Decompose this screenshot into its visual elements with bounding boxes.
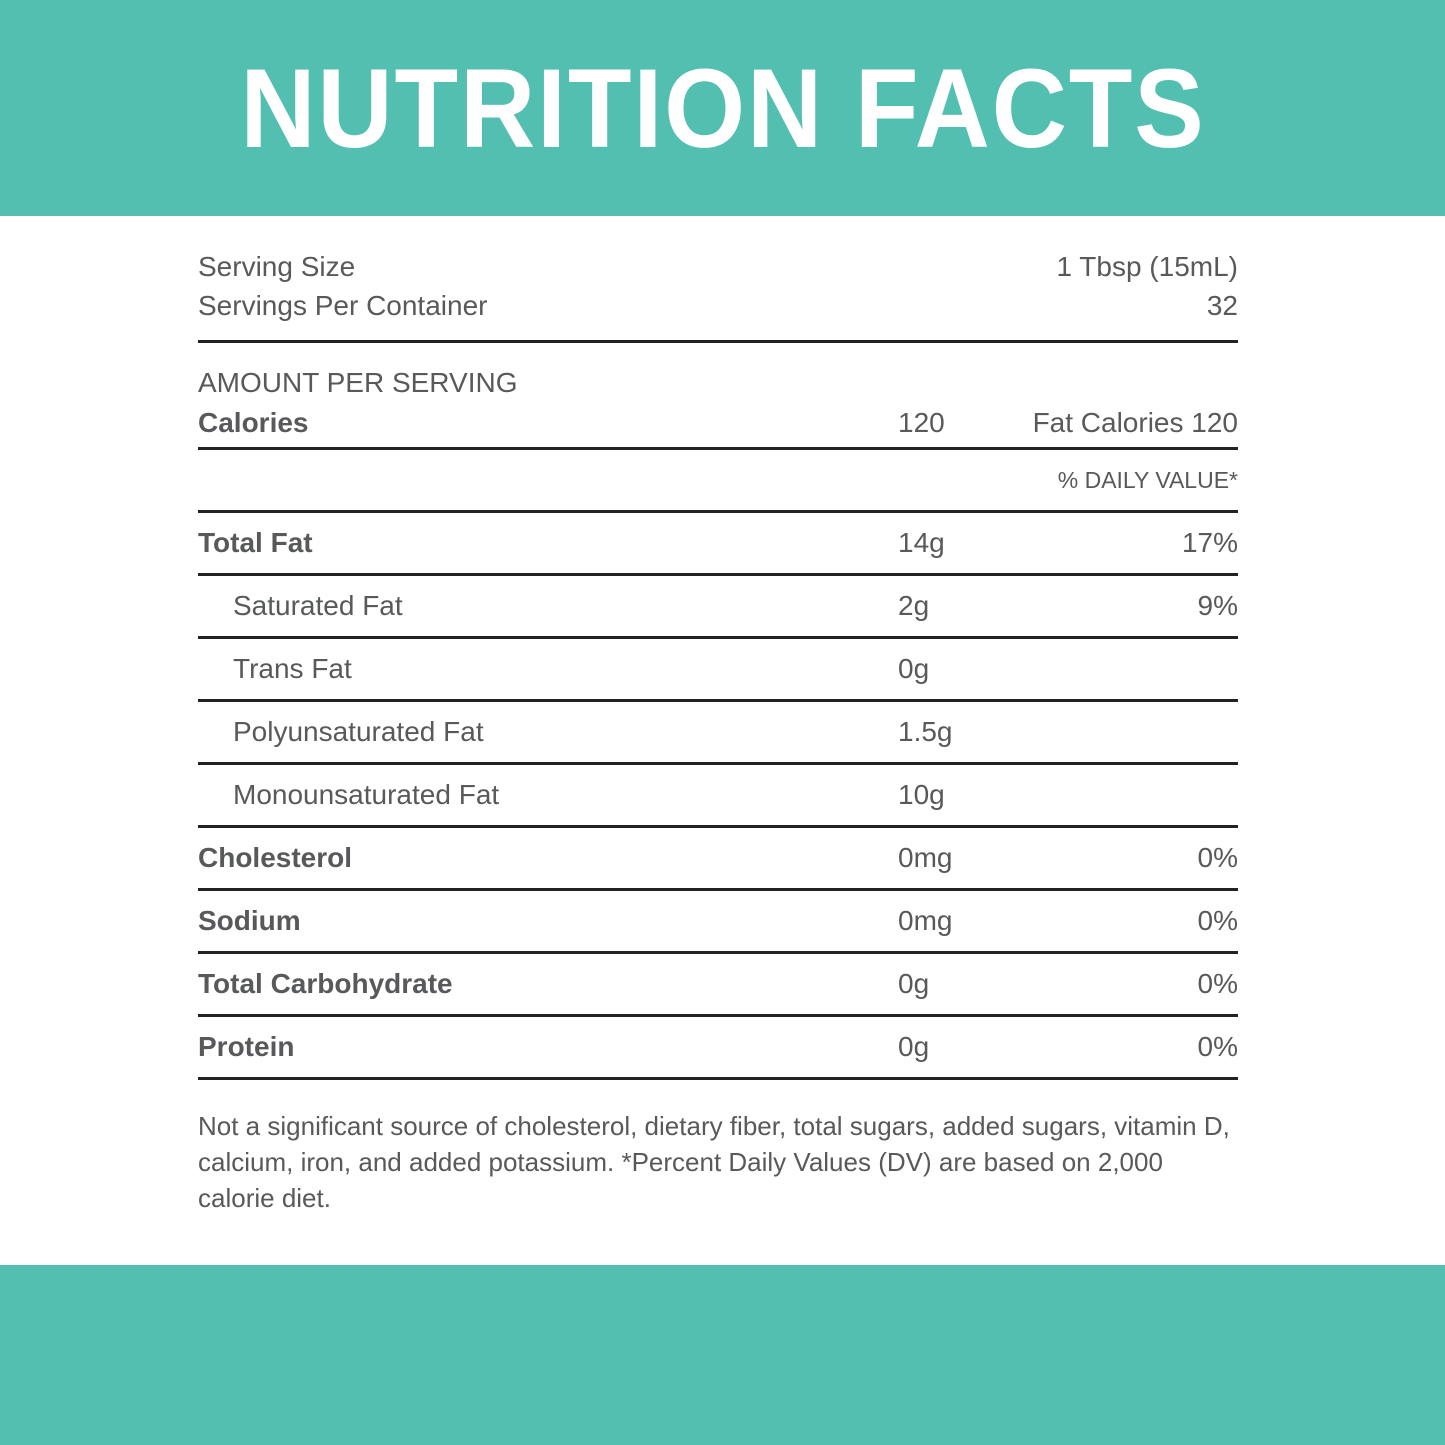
nutrient-amount: 0g: [898, 653, 930, 684]
serving-size-label: Serving Size: [198, 251, 356, 282]
calories-label: Calories: [198, 407, 309, 438]
footnote: Not a significant source of cholesterol,…: [198, 1111, 1230, 1213]
serving-size-row: Serving Size 1 Tbsp (15mL): [198, 246, 1238, 288]
nutrient-name: Sodium: [198, 905, 301, 936]
daily-value-heading: % DAILY VALUE*: [1057, 466, 1238, 493]
fat-calories: Fat Calories 120: [1032, 407, 1238, 438]
footer-banner: [0, 1265, 1445, 1445]
servings-per-container-value: 32: [1206, 290, 1238, 321]
nutrient-amount: 0mg: [898, 905, 953, 936]
nutrient-name: Cholesterol: [198, 842, 353, 873]
nutrient-row: Total Fat 14g 17%: [198, 513, 1238, 576]
nutrient-name: Trans Fat: [233, 653, 352, 684]
calories-value: 120: [898, 407, 945, 438]
nutrient-name: Saturated Fat: [233, 590, 403, 621]
serving-size-value: 1 Tbsp (15mL): [1056, 251, 1238, 282]
amount-per-serving-heading: AMOUNT PER SERVING: [198, 367, 518, 398]
daily-value-heading-row: % DAILY VALUE*: [198, 450, 1238, 513]
nutrient-amount: 0mg: [898, 842, 953, 873]
nutrient-name: Protein: [198, 1031, 295, 1062]
nutrient-amount: 10g: [898, 779, 945, 810]
nutrient-row: Sodium 0mg 0%: [198, 891, 1238, 954]
nutrient-row: Monounsaturated Fat 10g: [198, 765, 1238, 828]
servings-per-container-label: Servings Per Container: [198, 290, 488, 321]
nutrient-row: Polyunsaturated Fat 1.5g: [198, 702, 1238, 765]
nutrient-daily-value: 0%: [1197, 1031, 1238, 1062]
nutrient-amount: 2g: [898, 590, 930, 621]
nutrient-amount: 14g: [898, 527, 945, 558]
nutrient-daily-value: 17%: [1181, 527, 1238, 558]
amount-heading-row: AMOUNT PER SERVING: [198, 343, 1238, 399]
nutrient-name: Total Carbohydrate: [198, 968, 453, 999]
nutrient-row: Cholesterol 0mg 0%: [198, 828, 1238, 891]
nutrient-daily-value: 0%: [1197, 842, 1238, 873]
calories-row: Calories 120 Fat Calories 120: [198, 399, 1238, 450]
nutrient-list: Total Fat 14g 17% Saturated Fat 2g 9% Trans Fa…: [198, 513, 1238, 1080]
nutrient-daily-value: 0%: [1197, 905, 1238, 936]
nutrient-daily-value: 0%: [1197, 968, 1238, 999]
page-title: NUTRITION FACTS: [239, 45, 1206, 171]
nutrient-row: Trans Fat 0g: [198, 639, 1238, 702]
nutrient-row: Total Carbohydrate 0g 0%: [198, 954, 1238, 1017]
nutrient-amount: 0g: [898, 968, 930, 999]
nutrient-row: Protein 0g 0%: [198, 1017, 1238, 1080]
servings-per-container-row: Servings Per Container 32: [198, 288, 1238, 343]
nutrient-name: Polyunsaturated Fat: [233, 716, 484, 747]
nutrient-amount: 1.5g: [898, 716, 953, 747]
nutrient-amount: 0g: [898, 1031, 930, 1062]
nutrient-row: Saturated Fat 2g 9%: [198, 576, 1238, 639]
nutrient-name: Total Fat: [198, 527, 313, 558]
header-banner: NUTRITION FACTS: [0, 0, 1445, 216]
nutrition-panel: Serving Size 1 Tbsp (15mL) Servings Per …: [198, 246, 1238, 1080]
nutrient-name: Monounsaturated Fat: [233, 779, 500, 810]
nutrient-daily-value: 9%: [1197, 590, 1238, 621]
